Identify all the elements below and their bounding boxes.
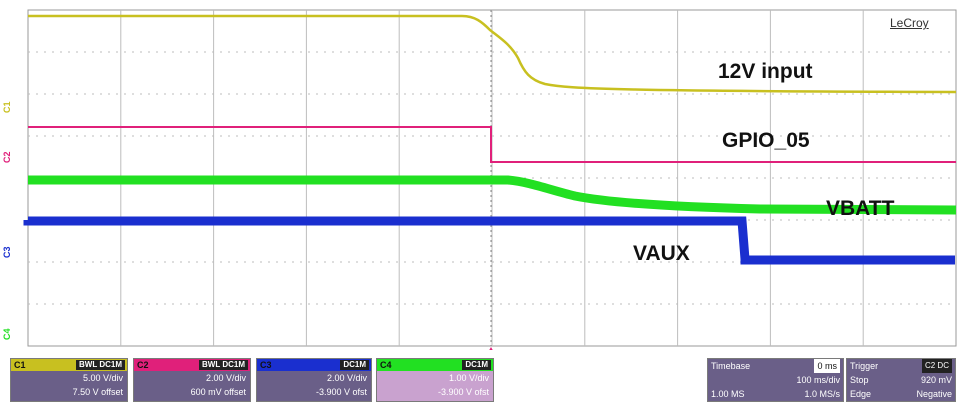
channel-box-c1[interactable]: C1 BWL DC1M 5.00 V/div 7.50 V offset — [10, 358, 128, 402]
channel-box-name: C3 — [260, 360, 272, 370]
traces — [23, 14, 957, 265]
trigger-mode-row: Stop 920 mV — [847, 373, 955, 387]
channel-offset: -3.900 V ofst — [437, 387, 489, 397]
brand-logo: LeCroy — [890, 16, 929, 30]
timebase-delay: 0 ms — [814, 359, 840, 373]
channel-marker-c2: C2 — [2, 151, 12, 163]
timebase-box[interactable]: Timebase 0 ms 100 ms/div 1.00 MS 1.0 MS/… — [707, 358, 844, 402]
trigger-header-row: Trigger C2 DC — [847, 359, 955, 373]
timebase-div: 100 ms/div — [796, 375, 840, 385]
trace-vbatt — [28, 175, 957, 215]
trace-vaux — [23, 216, 955, 265]
timebase-points: 1.00 MS — [711, 389, 745, 399]
timebase-rate: 1.0 MS/s — [804, 389, 840, 399]
channel-box-header: C2 BWL DC1M — [134, 359, 250, 371]
channel-scale: 2.00 V/div — [205, 373, 246, 383]
coupling-tag: BWL DC1M — [76, 360, 125, 370]
channel-box-c3[interactable]: C3 DC1M 2.00 V/div -3.900 V ofst — [256, 358, 372, 402]
trigger-type-row: Edge Negative — [847, 387, 955, 401]
timebase-div-row: 100 ms/div — [708, 373, 843, 387]
timebase-header-row: Timebase 0 ms — [708, 359, 843, 373]
channel-marker-c4: C4 — [2, 328, 12, 340]
channel-box-name: C4 — [380, 360, 392, 370]
annotation-vbatt: VBATT — [826, 197, 895, 220]
trigger-level: 920 mV — [920, 375, 952, 385]
channel-box-header: C3 DC1M — [257, 359, 371, 371]
channel-scale: 2.00 V/div — [326, 373, 367, 383]
timebase-sample-row: 1.00 MS 1.0 MS/s — [708, 387, 843, 401]
annotation-gpio-05: GPIO_05 — [722, 129, 810, 152]
trace-12v-input — [28, 14, 957, 94]
coupling-tag: BWL DC1M — [199, 360, 248, 370]
channel-box-header: C1 BWL DC1M — [11, 359, 127, 371]
channel-box-name: C1 — [14, 360, 26, 370]
trigger-box[interactable]: Trigger C2 DC Stop 920 mV Edge Negative — [846, 358, 956, 402]
trigger-source-tag: C2 DC — [921, 359, 952, 373]
trigger-marker — [489, 347, 493, 350]
channel-scale: 5.00 V/div — [82, 373, 123, 383]
coupling-tag: DC1M — [462, 360, 491, 370]
coupling-tag: DC1M — [340, 360, 369, 370]
channel-box-c4[interactable]: C4 DC1M 1.00 V/div -3.900 V ofst — [376, 358, 494, 402]
trigger-slope: Negative — [916, 389, 952, 399]
timebase-label: Timebase — [711, 361, 751, 371]
channel-box-header: C4 DC1M — [377, 359, 493, 371]
channel-offset: -3.900 V ofst — [315, 387, 367, 397]
annotation-vaux: VAUX — [633, 242, 690, 265]
trace-gpio-05 — [28, 126, 956, 163]
channel-offset: 7.50 V offset — [72, 387, 123, 397]
channel-marker-c3: C3 — [2, 246, 12, 258]
trigger-mode: Stop — [850, 375, 869, 385]
channel-offset: 600 mV offset — [190, 387, 246, 397]
trigger-type: Edge — [850, 389, 872, 399]
channel-marker-c1: C1 — [2, 101, 12, 113]
channel-box-c2[interactable]: C2 BWL DC1M 2.00 V/div 600 mV offset — [133, 358, 251, 402]
trigger-label: Trigger — [850, 361, 879, 371]
annotation-12v-input: 12V input — [718, 60, 813, 83]
channel-scale: 1.00 V/div — [448, 373, 489, 383]
waveform-plot — [23, 9, 957, 350]
channel-box-name: C2 — [137, 360, 149, 370]
